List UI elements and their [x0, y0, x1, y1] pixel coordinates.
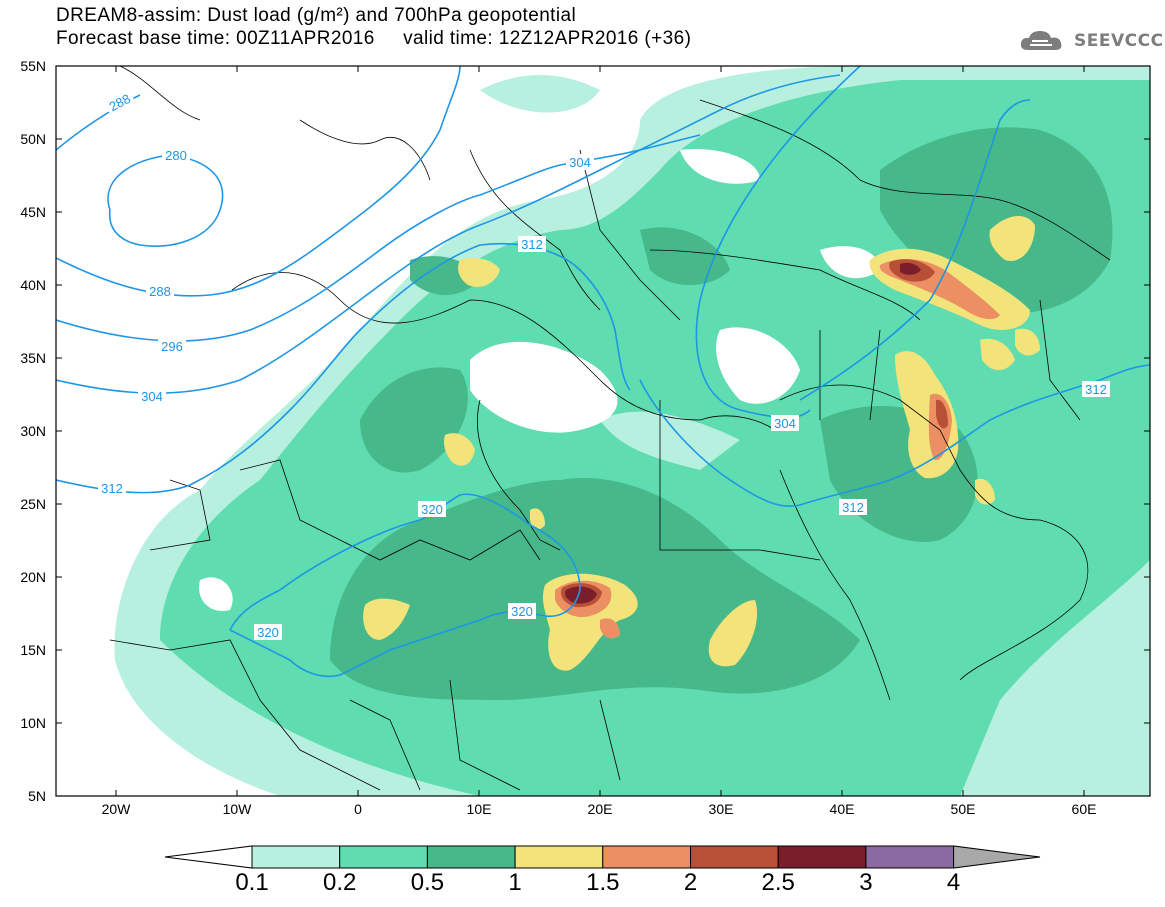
colorbar-low-end-triangle: [164, 845, 253, 869]
contour-label: 304: [774, 416, 796, 431]
lat-label: 45N: [20, 204, 46, 220]
colorbar-segment: [690, 845, 779, 869]
lon-label: 10E: [466, 801, 492, 817]
lon-label: 10W: [222, 801, 252, 817]
colorbar-tick-label: 0.5: [410, 869, 445, 896]
contour-label: 320: [511, 604, 533, 619]
map-title-line-2: Forecast base time: 00Z11APR2016 valid t…: [56, 28, 692, 49]
contour-label: 312: [521, 237, 543, 252]
clear-areas: [199, 149, 880, 611]
lat-label: 55N: [20, 58, 46, 74]
lat-label: 40N: [20, 277, 46, 293]
lat-label: 35N: [20, 350, 46, 366]
lon-label: 40E: [829, 801, 855, 817]
coastlines-and-borders: [109, 66, 1111, 791]
colorbar-tick-label: 0.1: [235, 869, 269, 896]
colorbar-segment: [865, 845, 955, 869]
contour-label: 312: [101, 481, 123, 496]
contour-label: 312: [842, 500, 864, 515]
lon-label: 50E: [950, 801, 976, 817]
logo-text: SEEVCCC: [1074, 31, 1164, 51]
dust-shading-2.5: [564, 262, 921, 604]
colorbar-tick-label: 3: [859, 869, 873, 896]
contour-label: 304: [141, 389, 163, 404]
lon-label: 20E: [587, 801, 613, 817]
contour-296: [56, 134, 701, 342]
colorbar-tick-label: 1: [508, 869, 522, 896]
lat-label: 30N: [20, 423, 46, 439]
colorbar-tick-label: 0.2: [323, 869, 357, 896]
contour-320: [229, 493, 581, 678]
lat-label: 20N: [20, 569, 46, 585]
colorbar-tick-label: 1.5: [586, 869, 620, 896]
contour-label: 320: [257, 625, 279, 640]
seevccc-logo: SEEVCCC: [1018, 28, 1164, 54]
contour-label: 280: [165, 148, 187, 163]
contour-label: 312: [1085, 382, 1107, 397]
colorbar-high-end-triangle: [953, 845, 1041, 869]
colorbar-segment: [514, 845, 604, 869]
lat-label: 10N: [20, 715, 46, 731]
colorbar-segment: [426, 845, 516, 869]
colorbar-tick-label: 2: [683, 869, 698, 896]
contour-label: 304: [569, 155, 591, 170]
colorbar-segment: [339, 845, 428, 869]
contour-304: [56, 66, 861, 419]
contour-280: [107, 154, 224, 248]
geopotential-contours: [56, 66, 1150, 678]
colorbar-tick-label: 4: [946, 869, 961, 896]
axis-ticks: [56, 65, 1150, 796]
colorbar-tick-label: 2.5: [761, 869, 795, 896]
lon-label: 0: [354, 801, 362, 817]
lon-label: 20W: [101, 801, 131, 817]
lon-label: 30E: [708, 801, 734, 817]
lon-label: 60E: [1071, 801, 1097, 817]
contour-label: 320: [421, 502, 443, 517]
lat-label: 15N: [20, 642, 46, 658]
colorbar-segment: [251, 845, 341, 869]
contour-label: 288: [149, 284, 171, 299]
colorbar-segment: [602, 845, 691, 869]
colorbar-segment: [777, 845, 867, 869]
lat-label: 25N: [20, 496, 46, 512]
lat-label: 5N: [28, 788, 46, 804]
lat-label: 50N: [20, 131, 46, 147]
contour-label: 296: [161, 339, 183, 354]
colorbar: [164, 845, 1041, 869]
map-title-line-1: DREAM8-assim: Dust load (g/m²) and 700hP…: [56, 5, 577, 26]
contour-labels: 288 280 288 296 304 312 304 312 320 320 …: [98, 88, 1110, 640]
cloud-icon: [1020, 31, 1062, 50]
